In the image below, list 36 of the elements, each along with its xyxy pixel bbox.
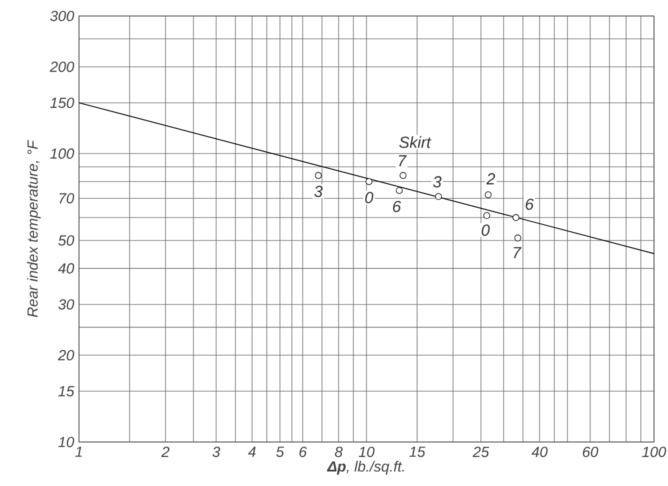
annotation: 3 [433,176,442,188]
x-tick-label: 5 [276,446,284,457]
y-tick-label: 10 [58,436,74,448]
x-tick-label: 10 [358,446,375,458]
x-tick-label: 4 [248,446,256,457]
x-tick-label: 100 [642,446,666,458]
x-tick-label: 6 [299,446,307,458]
y-tick-label: 200 [50,62,74,72]
y-tick-label: 40 [58,263,74,274]
x-tick-label: 15 [409,446,426,457]
annotation: Skirt [399,136,432,148]
x-tick-label: 8 [334,446,343,458]
annotation: 0 [482,224,490,236]
x-tick-label: 3 [212,446,220,458]
annotation: 7 [398,155,407,166]
annotation: 6 [393,200,402,212]
y-tick-label: 20 [58,350,74,360]
x-axis-title: Δp, lb./sq.ft. [326,460,404,475]
y-tick-label: 100 [50,148,74,159]
annotation: 2 [486,173,496,184]
y-tick-label: 50 [58,235,74,246]
x-tick-label: 60 [582,446,598,458]
x-tick-label: 2 [161,446,170,457]
annotation: 0 [365,192,374,204]
y-tick-label: 15 [58,386,74,396]
x-tick-label: 1 [75,446,82,457]
y-tick-label: 150 [50,98,74,108]
annotation: 3 [314,186,323,198]
y-tick-label: 300 [50,10,74,22]
y-axis-title: Rear index temperature, °F [27,140,41,318]
annotation: 6 [526,198,534,210]
y-tick-label: 70 [60,193,74,204]
annotation: 7 [514,247,522,258]
y-tick-label: 30 [58,299,74,310]
x-tick-label: 25 [472,446,490,458]
x-tick-label: 40 [532,446,548,458]
